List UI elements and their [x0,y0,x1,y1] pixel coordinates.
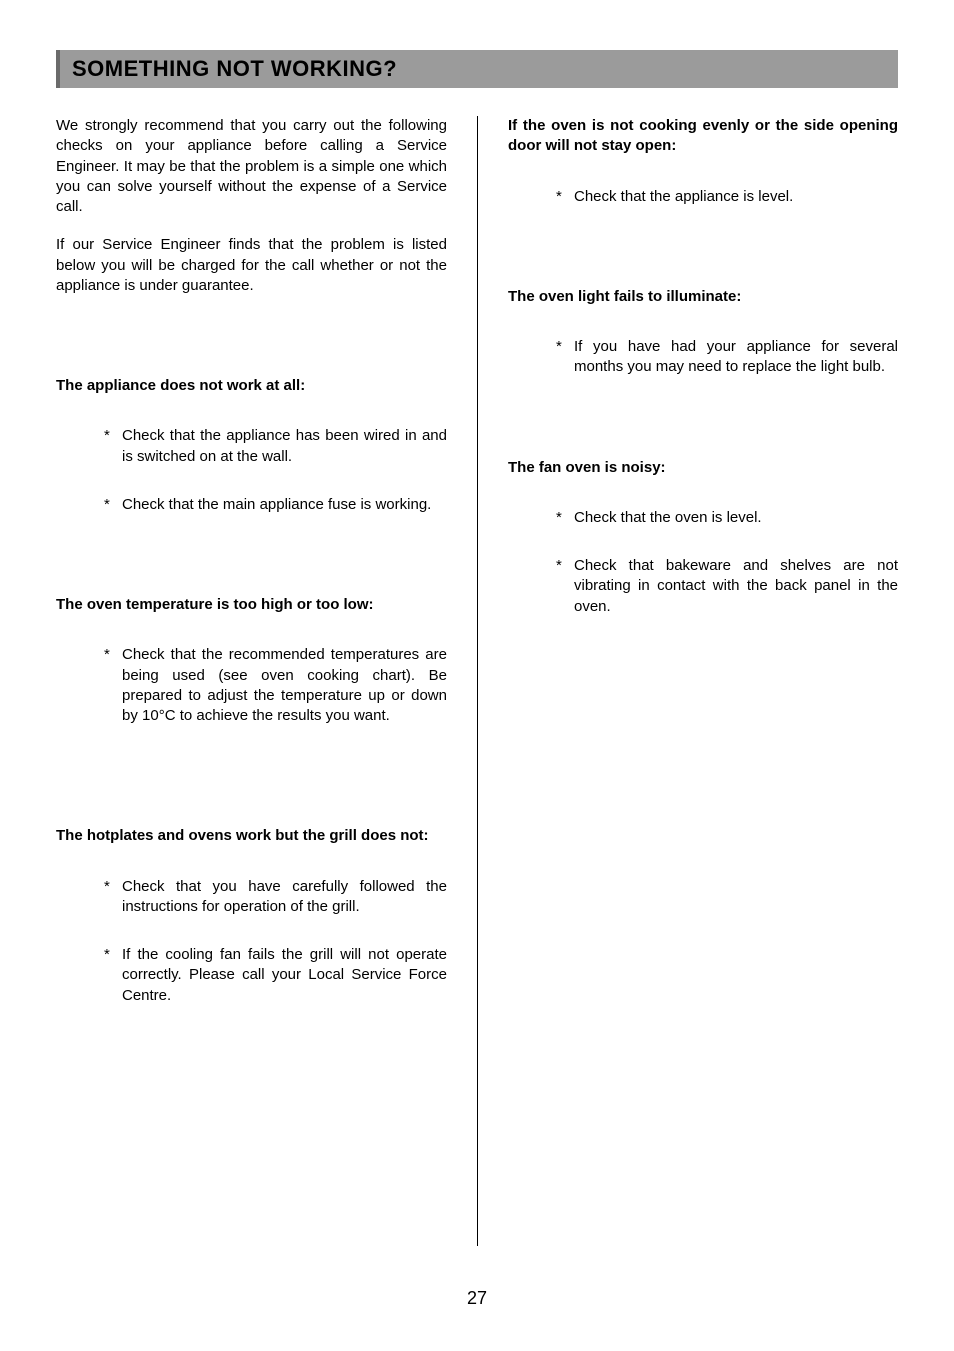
two-column-layout: We strongly recommend that you carry out… [56,116,898,1246]
section-heading: The appliance does not work at all: [56,376,447,396]
left-column: We strongly recommend that you carry out… [56,116,477,1246]
section-oven-temperature: The oven temperature is too high or too … [56,595,447,726]
bullet-item: * Check that the appliance has been wire… [56,426,447,467]
bullet-item: * If you have had your appliance for sev… [508,337,898,378]
asterisk-icon: * [556,508,570,528]
bullet-item: * Check that bakeware and shelves are no… [508,556,898,617]
section-heading: The oven light fails to illuminate: [508,287,898,307]
section-title-bar: SOMETHING NOT WORKING? [56,50,898,88]
section-oven-light: The oven light fails to illuminate: * If… [508,287,898,378]
bullet-text: Check that the main appliance fuse is wo… [118,495,447,515]
section-heading: The fan oven is noisy: [508,458,898,478]
bullet-text: Check that bakeware and shelves are not … [570,556,898,617]
bullet-item: * Check that the appliance is level. [508,187,898,207]
bullet-item: * Check that the recommended temperature… [56,645,447,726]
page: SOMETHING NOT WORKING? We strongly recom… [0,0,954,1351]
bullet-item: * Check that you have carefully followed… [56,877,447,918]
bullet-item: * Check that the main appliance fuse is … [56,495,447,515]
intro-paragraph-1: We strongly recommend that you carry out… [56,116,447,217]
section-appliance-not-work: The appliance does not work at all: * Ch… [56,376,447,515]
section-heading: If the oven is not cooking evenly or the… [508,116,898,157]
bullet-text: Check that the appliance is level. [570,187,898,207]
asterisk-icon: * [556,187,570,207]
asterisk-icon: * [556,337,570,378]
section-heading: The oven temperature is too high or too … [56,595,447,615]
bullet-text: Check that you have carefully followed t… [118,877,447,918]
page-title: SOMETHING NOT WORKING? [72,56,886,82]
section-grill-not-work: The hotplates and ovens work but the gri… [56,826,447,1006]
right-column: If the oven is not cooking evenly or the… [477,116,898,1246]
intro-paragraph-2: If our Service Engineer finds that the p… [56,235,447,296]
bullet-text: Check that the appliance has been wired … [118,426,447,467]
asterisk-icon: * [104,945,118,1006]
bullet-text: Check that the oven is level. [570,508,898,528]
page-number: 27 [0,1288,954,1309]
section-not-cooking-evenly: If the oven is not cooking evenly or the… [508,116,898,207]
asterisk-icon: * [104,495,118,515]
bullet-text: Check that the recommended temperatures … [118,645,447,726]
bullet-item: * If the cooling fan fails the grill wil… [56,945,447,1006]
section-fan-oven-noisy: The fan oven is noisy: * Check that the … [508,458,898,617]
asterisk-icon: * [104,877,118,918]
asterisk-icon: * [104,426,118,467]
asterisk-icon: * [104,645,118,726]
bullet-text: If you have had your appliance for sever… [570,337,898,378]
bullet-item: * Check that the oven is level. [508,508,898,528]
bullet-text: If the cooling fan fails the grill will … [118,945,447,1006]
section-heading: The hotplates and ovens work but the gri… [56,826,447,846]
asterisk-icon: * [556,556,570,617]
